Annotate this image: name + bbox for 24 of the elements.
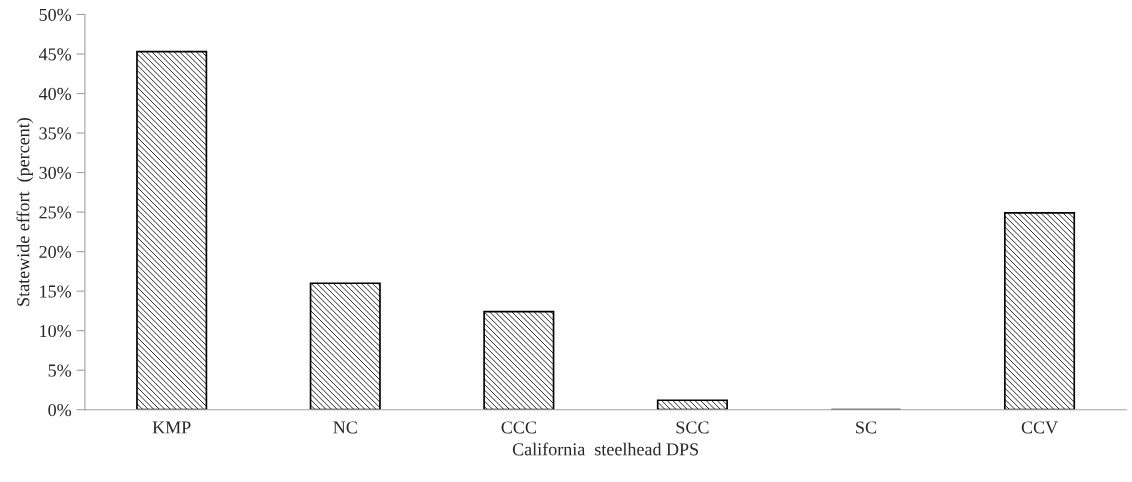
bar bbox=[656, 399, 728, 410]
y-tick-label: 0% bbox=[48, 403, 72, 417]
y-tick-label: 10% bbox=[40, 324, 72, 338]
y-tick-label: 20% bbox=[39, 245, 72, 259]
bar bbox=[309, 282, 381, 410]
x-tick-label: NC bbox=[333, 421, 357, 434]
y-tick-label: 35% bbox=[39, 127, 72, 140]
y-tick-label: 5% bbox=[48, 364, 72, 377]
bar bbox=[483, 310, 555, 410]
y-tick-label: 45% bbox=[38, 48, 72, 61]
x-tick-label: SCC bbox=[676, 421, 709, 434]
bar bbox=[1004, 212, 1076, 410]
y-tick-label: 50% bbox=[39, 8, 72, 21]
x-tick-label: SC bbox=[856, 421, 877, 434]
y-tick-label: 30% bbox=[39, 166, 72, 180]
x-tick-label: CCC bbox=[501, 421, 536, 434]
y-tick-label: 40% bbox=[38, 87, 72, 101]
x-tick-label: KMP bbox=[152, 421, 191, 434]
y-axis-title: Statewide effort (percent) bbox=[16, 118, 34, 306]
x-tick-label: CCV bbox=[1021, 421, 1058, 434]
x-axis-title: California steelhead DPS bbox=[512, 442, 699, 456]
y-tick-label: 15% bbox=[40, 285, 72, 298]
bar bbox=[136, 50, 208, 410]
y-tick-label: 25% bbox=[39, 206, 72, 219]
